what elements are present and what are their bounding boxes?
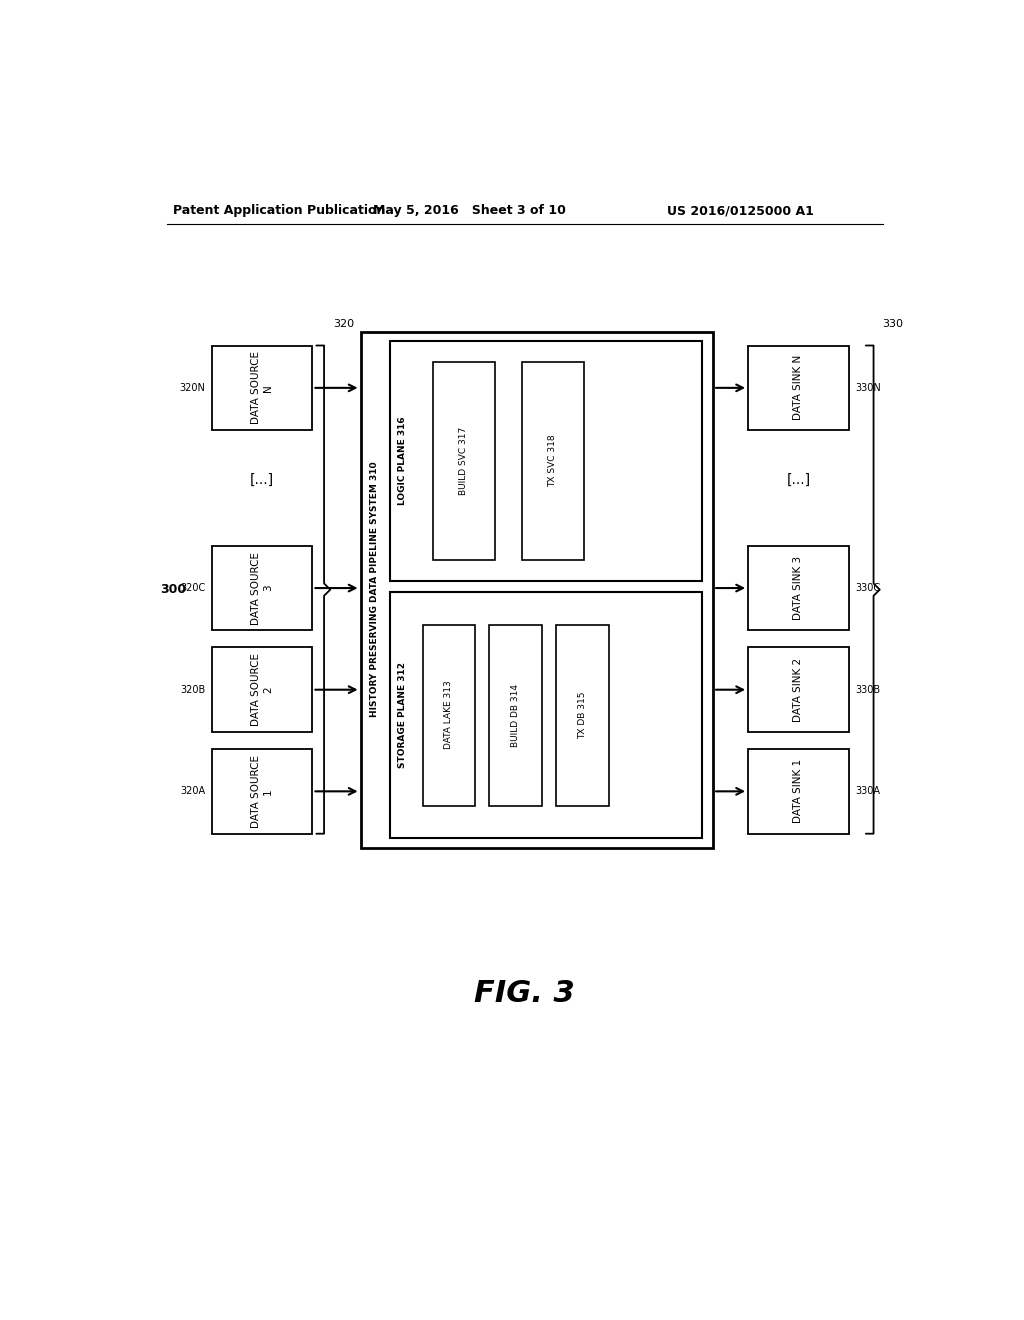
Bar [748, 647, 849, 733]
Text: FIG. 3: FIG. 3 [474, 979, 575, 1008]
Text: 320A: 320A [180, 787, 206, 796]
Bar [521, 362, 584, 560]
Bar [212, 748, 312, 834]
Bar [390, 341, 702, 581]
Text: May 5, 2016   Sheet 3 of 10: May 5, 2016 Sheet 3 of 10 [373, 205, 565, 218]
Text: 330A: 330A [855, 787, 880, 796]
Text: Patent Application Publication: Patent Application Publication [173, 205, 385, 218]
Bar [556, 624, 608, 805]
Bar [423, 624, 475, 805]
Text: DATA SOURCE
3: DATA SOURCE 3 [251, 552, 272, 624]
Text: US 2016/0125000 A1: US 2016/0125000 A1 [667, 205, 814, 218]
Text: DATA LAKE 313: DATA LAKE 313 [444, 681, 454, 750]
Text: TX SVC 318: TX SVC 318 [548, 434, 557, 487]
Text: DATA SINK 1: DATA SINK 1 [794, 759, 804, 824]
Text: 320: 320 [333, 319, 354, 329]
Bar [360, 331, 713, 847]
Bar [212, 545, 312, 631]
Text: 330: 330 [883, 319, 903, 329]
Text: 320N: 320N [179, 383, 206, 393]
Text: TX DB 315: TX DB 315 [578, 692, 587, 739]
Text: 300: 300 [160, 583, 186, 597]
Text: 320B: 320B [180, 685, 206, 694]
Text: DATA SOURCE
N: DATA SOURCE N [251, 351, 272, 424]
Text: DATA SOURCE
2: DATA SOURCE 2 [251, 653, 272, 726]
Text: BUILD SVC 317: BUILD SVC 317 [459, 426, 468, 495]
Text: [...]: [...] [786, 473, 810, 487]
Bar [748, 545, 849, 631]
Bar [432, 362, 495, 560]
Bar [212, 647, 312, 733]
Text: STORAGE PLANE 312: STORAGE PLANE 312 [398, 663, 407, 768]
Text: 330N: 330N [855, 383, 881, 393]
Bar [489, 624, 542, 805]
Bar [390, 591, 702, 838]
Bar [748, 748, 849, 834]
Bar [748, 346, 849, 430]
Text: 320C: 320C [180, 583, 206, 593]
Text: DATA SINK 2: DATA SINK 2 [794, 657, 804, 722]
Text: [...]: [...] [250, 473, 274, 487]
Text: BUILD DB 314: BUILD DB 314 [511, 684, 520, 747]
Text: DATA SINK N: DATA SINK N [794, 355, 804, 421]
Bar [212, 346, 312, 430]
Text: LOGIC PLANE 316: LOGIC PLANE 316 [398, 417, 407, 506]
Text: HISTORY PRESERVING DATA PIPELINE SYSTEM 310: HISTORY PRESERVING DATA PIPELINE SYSTEM … [370, 462, 379, 717]
Text: 330C: 330C [855, 583, 880, 593]
Text: 330B: 330B [855, 685, 880, 694]
Text: DATA SOURCE
1: DATA SOURCE 1 [251, 755, 272, 828]
Text: DATA SINK 3: DATA SINK 3 [794, 556, 804, 620]
